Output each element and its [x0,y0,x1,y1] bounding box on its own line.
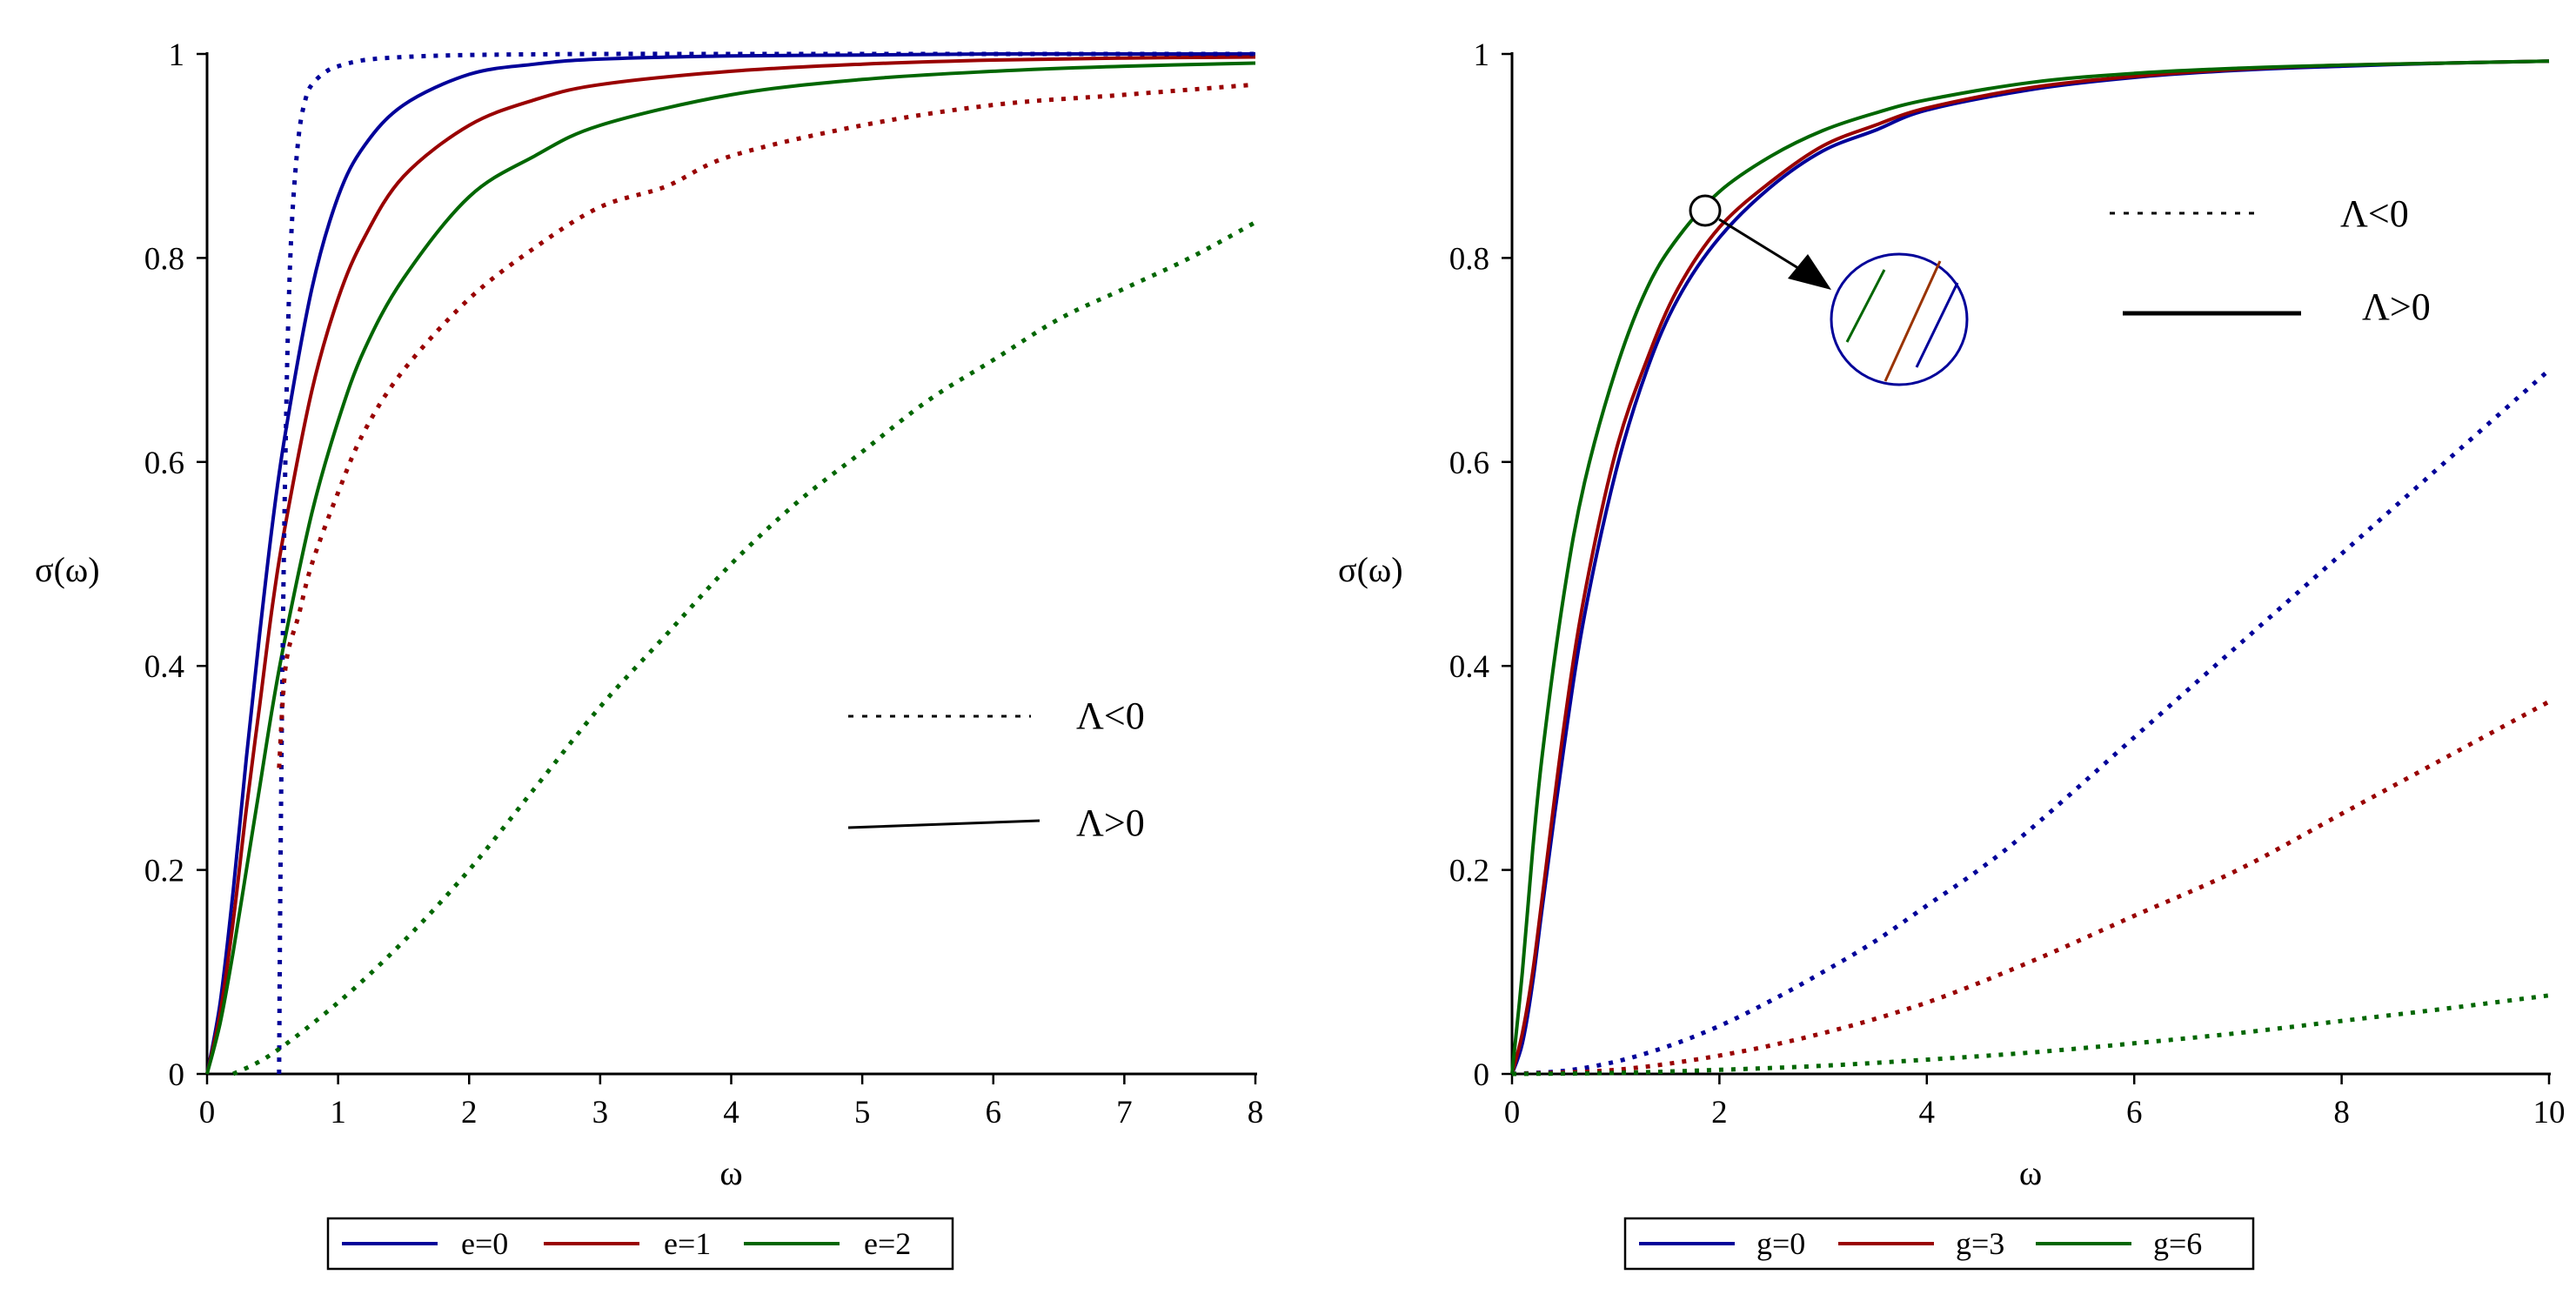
legend-label: g=3 [1956,1226,2004,1261]
legend: g=0 g=3 g=6 [1623,1217,2255,1271]
x-tick-label: 0 [199,1095,216,1130]
y-tick-label: 0.8 [144,241,184,277]
series-line-e-0-0 [205,51,1255,1075]
x-tick-label: 8 [1248,1095,1264,1130]
x-tick-label: 7 [1116,1095,1133,1130]
x-tick-label: 2 [1711,1095,1728,1130]
x-tick-label: 4 [723,1095,739,1130]
zoom-inset [1689,194,1969,386]
x-axis-label: ω [2019,1153,2042,1192]
zoom-inset-line-green [1845,269,1886,343]
x-tick-label: 0 [1504,1095,1521,1130]
y-tick-label: 0.6 [144,446,184,481]
x-tick-label: 5 [854,1095,871,1130]
legend-label: g=6 [2153,1226,2202,1261]
series-line-g-3-0 [1511,700,2551,1077]
x-axis-label: ω [719,1153,742,1192]
y-tick-label: 0.4 [1449,649,1489,685]
y-tick-label: 0.8 [1449,241,1489,277]
legend-label: e=0 [461,1226,508,1261]
legend-label: e=2 [864,1226,911,1261]
x-tick-label: 4 [1919,1095,1936,1130]
annotation-label-lambda-positive: Λ>0 [2362,285,2431,328]
y-tick-label: 0.2 [144,854,184,889]
series-line-e-1-0 [205,55,1256,1075]
annotation-label-lambda-positive: Λ>0 [1076,802,1145,844]
x-tick-label: 8 [2333,1095,2350,1130]
y-tick-label: 0.6 [1449,446,1489,481]
annotation-solid-sample [847,819,1040,829]
zoom-arrow-head [1788,254,1831,290]
x-tick-label: 1 [330,1095,346,1130]
annotation-label-lambda-negative: Λ<0 [2340,192,2409,235]
annotation-label-lambda-negative: Λ<0 [1076,694,1145,737]
series-line-g-6-0 [1511,993,2550,1077]
y-tick-label: 0.4 [144,649,184,685]
zoom-inset-line-red [1883,260,1942,382]
zoom-inset-circle [1830,252,1969,386]
series-line-e-2-0 [205,61,1256,1075]
y-tick-label: 0.2 [1449,854,1489,889]
legend-label: g=0 [1756,1226,1805,1261]
left-chart-panel: 0 1 2 3 4 5 6 7 8 0 0.2 0.4 0.6 0.8 1 ω σ(ω) Λ<0 Λ>0 e=0 e=1… [35,37,1264,1271]
y-axis-label: σ(ω) [35,550,100,589]
y-tick-label: 0 [1474,1057,1490,1093]
x-tick-label: 10 [2533,1095,2566,1130]
y-tick-label: 1 [169,37,185,73]
zoom-arrow-line [1718,218,1806,274]
x-tick-label: 3 [592,1095,609,1130]
zoom-inset-line-blue [1915,282,1959,368]
x-tick-label: 2 [461,1095,478,1130]
series-line-g-6-0 [1510,59,2550,1075]
y-tick-label: 1 [1474,37,1490,73]
x-tick-label: 6 [2126,1095,2143,1130]
zoom-marker-circle [1689,194,1722,227]
x-tick-label: 6 [986,1095,1002,1130]
series-line-e-1-0 [277,82,1256,768]
y-tick-label: 0 [169,1057,185,1093]
series-group [205,51,1257,1077]
series-group [1510,59,2551,1077]
series-line-g-0-0 [1511,368,2551,1077]
y-axis-label: σ(ω) [1338,550,1403,589]
legend-label: e=1 [664,1226,711,1261]
series-line-e-2-0 [231,220,1257,1077]
legend: e=0 e=1 e=2 [326,1217,954,1271]
